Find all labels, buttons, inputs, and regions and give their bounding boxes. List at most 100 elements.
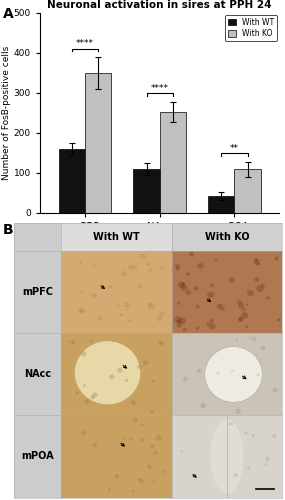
Ellipse shape xyxy=(261,284,265,288)
Ellipse shape xyxy=(138,284,142,288)
Ellipse shape xyxy=(115,474,119,479)
Text: mPOA: mPOA xyxy=(21,452,54,462)
Ellipse shape xyxy=(242,308,246,312)
Ellipse shape xyxy=(150,409,154,413)
Bar xyxy=(234,170,260,212)
Ellipse shape xyxy=(122,437,125,440)
Y-axis label: Number of FosB-positive cells: Number of FosB-positive cells xyxy=(2,46,11,180)
Ellipse shape xyxy=(160,266,164,270)
Text: ****: **** xyxy=(150,84,169,92)
Ellipse shape xyxy=(247,466,250,469)
Ellipse shape xyxy=(177,324,182,328)
Ellipse shape xyxy=(161,470,165,474)
Ellipse shape xyxy=(256,373,260,376)
Ellipse shape xyxy=(207,292,215,298)
Ellipse shape xyxy=(157,316,162,322)
Ellipse shape xyxy=(174,316,182,323)
Ellipse shape xyxy=(178,318,186,324)
Ellipse shape xyxy=(124,302,129,307)
Ellipse shape xyxy=(175,264,180,268)
Ellipse shape xyxy=(254,277,259,281)
Ellipse shape xyxy=(196,305,200,308)
Ellipse shape xyxy=(253,259,260,265)
Ellipse shape xyxy=(147,302,152,306)
Ellipse shape xyxy=(148,304,155,310)
Ellipse shape xyxy=(209,319,214,323)
Ellipse shape xyxy=(121,271,127,276)
Ellipse shape xyxy=(272,434,276,438)
Ellipse shape xyxy=(197,368,202,373)
Ellipse shape xyxy=(138,478,141,480)
Ellipse shape xyxy=(181,282,185,286)
Ellipse shape xyxy=(261,346,266,350)
Ellipse shape xyxy=(81,351,86,356)
Ellipse shape xyxy=(239,316,244,321)
Ellipse shape xyxy=(277,318,281,322)
Ellipse shape xyxy=(210,420,243,494)
Ellipse shape xyxy=(152,380,155,382)
Ellipse shape xyxy=(205,346,262,403)
Ellipse shape xyxy=(186,272,190,276)
Ellipse shape xyxy=(236,408,241,414)
Ellipse shape xyxy=(98,316,103,320)
Ellipse shape xyxy=(273,388,278,392)
Ellipse shape xyxy=(119,314,123,317)
Ellipse shape xyxy=(108,285,112,289)
Ellipse shape xyxy=(129,437,133,441)
Ellipse shape xyxy=(265,457,270,461)
Ellipse shape xyxy=(183,376,188,382)
Ellipse shape xyxy=(252,434,255,437)
Ellipse shape xyxy=(141,424,144,427)
Ellipse shape xyxy=(180,284,188,291)
Ellipse shape xyxy=(148,268,152,272)
Ellipse shape xyxy=(67,340,70,343)
Ellipse shape xyxy=(235,338,238,341)
Ellipse shape xyxy=(140,254,146,259)
Ellipse shape xyxy=(245,326,248,328)
Ellipse shape xyxy=(83,384,86,387)
Ellipse shape xyxy=(214,259,218,262)
Ellipse shape xyxy=(274,256,279,260)
Ellipse shape xyxy=(108,488,111,492)
Text: mPFC: mPFC xyxy=(22,288,53,298)
Ellipse shape xyxy=(117,368,123,372)
Ellipse shape xyxy=(241,312,249,318)
Ellipse shape xyxy=(143,360,148,365)
Text: B: B xyxy=(3,222,13,236)
Ellipse shape xyxy=(131,400,136,406)
Ellipse shape xyxy=(90,340,93,343)
Ellipse shape xyxy=(74,341,141,405)
Ellipse shape xyxy=(209,323,216,330)
Ellipse shape xyxy=(176,267,180,270)
Ellipse shape xyxy=(92,264,95,266)
Ellipse shape xyxy=(194,286,199,290)
Ellipse shape xyxy=(266,296,270,300)
Ellipse shape xyxy=(217,304,223,310)
Text: ****: **** xyxy=(76,39,94,48)
Ellipse shape xyxy=(180,450,183,452)
Ellipse shape xyxy=(133,265,137,269)
Ellipse shape xyxy=(147,464,152,469)
Ellipse shape xyxy=(139,478,144,484)
Bar xyxy=(85,74,111,212)
Ellipse shape xyxy=(249,337,252,339)
Text: With KO: With KO xyxy=(205,232,249,242)
Ellipse shape xyxy=(206,322,210,326)
Ellipse shape xyxy=(176,320,182,324)
Ellipse shape xyxy=(79,261,82,264)
Ellipse shape xyxy=(256,285,264,292)
Bar xyxy=(59,148,85,212)
Ellipse shape xyxy=(189,252,194,256)
Ellipse shape xyxy=(200,403,206,408)
Ellipse shape xyxy=(229,277,235,282)
Bar xyxy=(160,112,186,212)
Ellipse shape xyxy=(125,308,128,312)
Ellipse shape xyxy=(182,328,187,332)
Ellipse shape xyxy=(222,308,225,311)
Ellipse shape xyxy=(254,258,258,261)
Text: **: ** xyxy=(230,144,239,153)
Ellipse shape xyxy=(229,422,232,425)
Text: With WT: With WT xyxy=(93,232,140,242)
Ellipse shape xyxy=(234,473,238,477)
Ellipse shape xyxy=(177,302,180,305)
